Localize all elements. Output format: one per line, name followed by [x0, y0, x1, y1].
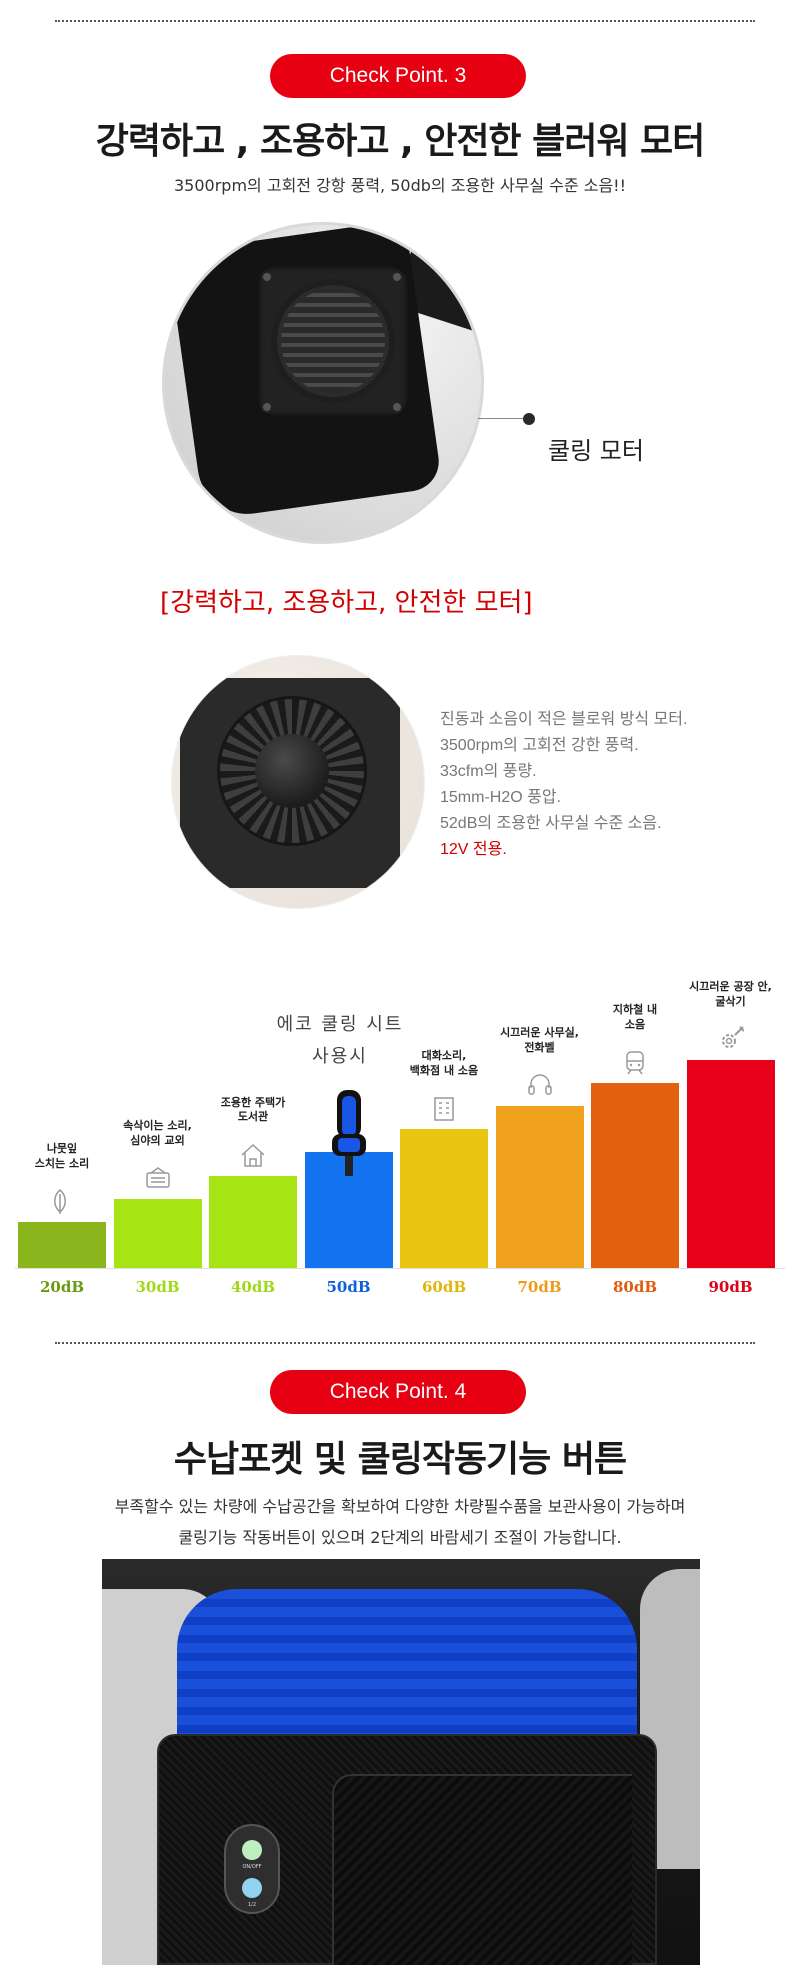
bar-description-line: 조용한 주택가 [220, 1095, 286, 1109]
db-label: 80dB [612, 1278, 658, 1296]
noise-bar-20dB [18, 1221, 106, 1268]
switch-label-bottom: 1/2 [247, 1902, 257, 1908]
bar-description-line: 속삭이는 소리, [123, 1118, 192, 1132]
spec-line: 33cfm의 풍량. [440, 763, 537, 780]
bar-description: 시끄러운 공장 안, 굴삭기 [681, 980, 781, 1010]
radio-icon [145, 1165, 171, 1197]
house-icon [240, 1142, 266, 1174]
bar-description-line: 소음 [624, 1017, 646, 1031]
cooling-motor-closeup-image [162, 222, 484, 544]
top-divider [55, 20, 755, 22]
blower-motor-image [172, 656, 424, 908]
motor-grille [277, 285, 389, 397]
screw [391, 401, 403, 413]
noise-bar-30dB [113, 1198, 202, 1268]
section4-line-2: 쿨링기능 작동버튼이 있으며 2단계의 바람세기 조절이 가능합니다. [178, 1528, 622, 1547]
seat-icon [331, 1090, 366, 1180]
motor-red-title: [강력하고, 조용하고, 안전한 모터] [160, 588, 533, 618]
spec-line: 3500rpm의 고회전 강한 풍력. [440, 737, 639, 754]
spec-line-voltage: 12V 전용. [440, 841, 507, 858]
db-label: 90dB [708, 1278, 753, 1296]
speed-led-icon [242, 1878, 262, 1898]
bar-description-line: 시끄러운 공장 안, [689, 980, 772, 993]
seat-blue-mesh [177, 1589, 637, 1759]
cooling-switch[interactable]: ON/OFF 1/2 [224, 1824, 280, 1914]
gear-wrench-icon [718, 1026, 745, 1058]
middle-divider [55, 1342, 755, 1344]
bar-description-line: 시끄러운 사무실, [500, 1026, 579, 1040]
callout-line [478, 418, 526, 419]
db-label: 30dB [135, 1278, 180, 1296]
spec-line: 15mm-H2O 풍압. [440, 789, 562, 806]
noise-bar-90dB [686, 1060, 775, 1268]
db-label: 50dB [326, 1278, 371, 1296]
seat-pocket-photo: ON/OFF 1/2 [102, 1559, 700, 1965]
eco-cooling-label: 에코 쿨링 시트 [276, 1014, 404, 1035]
bar-description-line: 심야의 교외 [130, 1133, 185, 1147]
check-point-3-pill: Check Point. 3 [270, 54, 526, 98]
bar-description-line: 대화소리, [421, 1049, 467, 1063]
train-icon [622, 1049, 648, 1081]
bar-description: 지하철 내 소음 [585, 1003, 685, 1033]
noise-bar-40dB [209, 1175, 297, 1268]
check-point-4-pill: Check Point. 4 [270, 1370, 526, 1414]
section4-headline: 수납포켓 및 쿨링작동기능 버튼 [173, 1439, 627, 1480]
bar-description: 속삭이는 소리, 심야의 교외 [108, 1119, 208, 1149]
bar-description: 조용한 주택가 도서관 [203, 1096, 303, 1126]
section3-subline: 3500rpm의 고회전 강항 풍력, 50db의 조용한 사무실 수준 소음!… [174, 176, 626, 195]
noise-bar-70dB [495, 1106, 584, 1268]
noise-bar-60dB [400, 1129, 488, 1268]
screw [261, 271, 273, 283]
switch-label-top: ON/OFF [242, 1864, 262, 1870]
noise-bar-80dB [591, 1083, 679, 1268]
power-led-icon [242, 1840, 262, 1860]
pocket-flap [332, 1774, 632, 1965]
bar-description-line: 백화점 내 소음 [409, 1064, 479, 1078]
cooling-motor-label: 쿨링 모터 [548, 437, 644, 465]
section4-line-1: 부족할수 있는 차량에 수납공간을 확보하여 다양한 차량필수품을 보관사용이 … [114, 1497, 686, 1516]
section3-headline: 강력하고 , 조용하고 , 안전한 블러워 모터 [95, 121, 705, 162]
bar-description-line: 지하철 내 [612, 1003, 658, 1017]
db-label: 70dB [517, 1278, 562, 1296]
bar-description: 시끄러운 사무실, 전화벨 [490, 1026, 590, 1056]
db-label: 20dB [39, 1278, 85, 1296]
screw [391, 271, 403, 283]
bar-description-line: 도서관 [237, 1110, 269, 1124]
headset-icon [527, 1072, 553, 1104]
callout-dot [523, 413, 535, 425]
spec-line: 52dB의 조용한 사무실 수준 소음. [440, 815, 662, 832]
chart-baseline [15, 1268, 785, 1269]
bar-description-line: 나뭇잎 [46, 1141, 78, 1155]
bar-description-line: 전화벨 [524, 1041, 555, 1055]
bar-description: 대화소리, 백화점 내 소음 [394, 1049, 494, 1079]
bar-description-line: 굴삭기 [715, 994, 746, 1008]
db-label: 40dB [230, 1278, 276, 1296]
leaf-icon [49, 1188, 75, 1220]
blower-hub [255, 734, 329, 808]
blower-fan [217, 696, 367, 846]
db-label: 60dB [421, 1278, 467, 1296]
eco-cooling-sublabel: 사용시 [312, 1046, 368, 1067]
building-icon [431, 1095, 457, 1127]
spec-line: 진동과 소음이 적은 블로워 방식 모터. [440, 711, 688, 728]
screw [261, 401, 273, 413]
bar-description-line: 스치는 소리 [34, 1156, 90, 1170]
bar-description: 나뭇잎 스치는 소리 [12, 1142, 112, 1172]
